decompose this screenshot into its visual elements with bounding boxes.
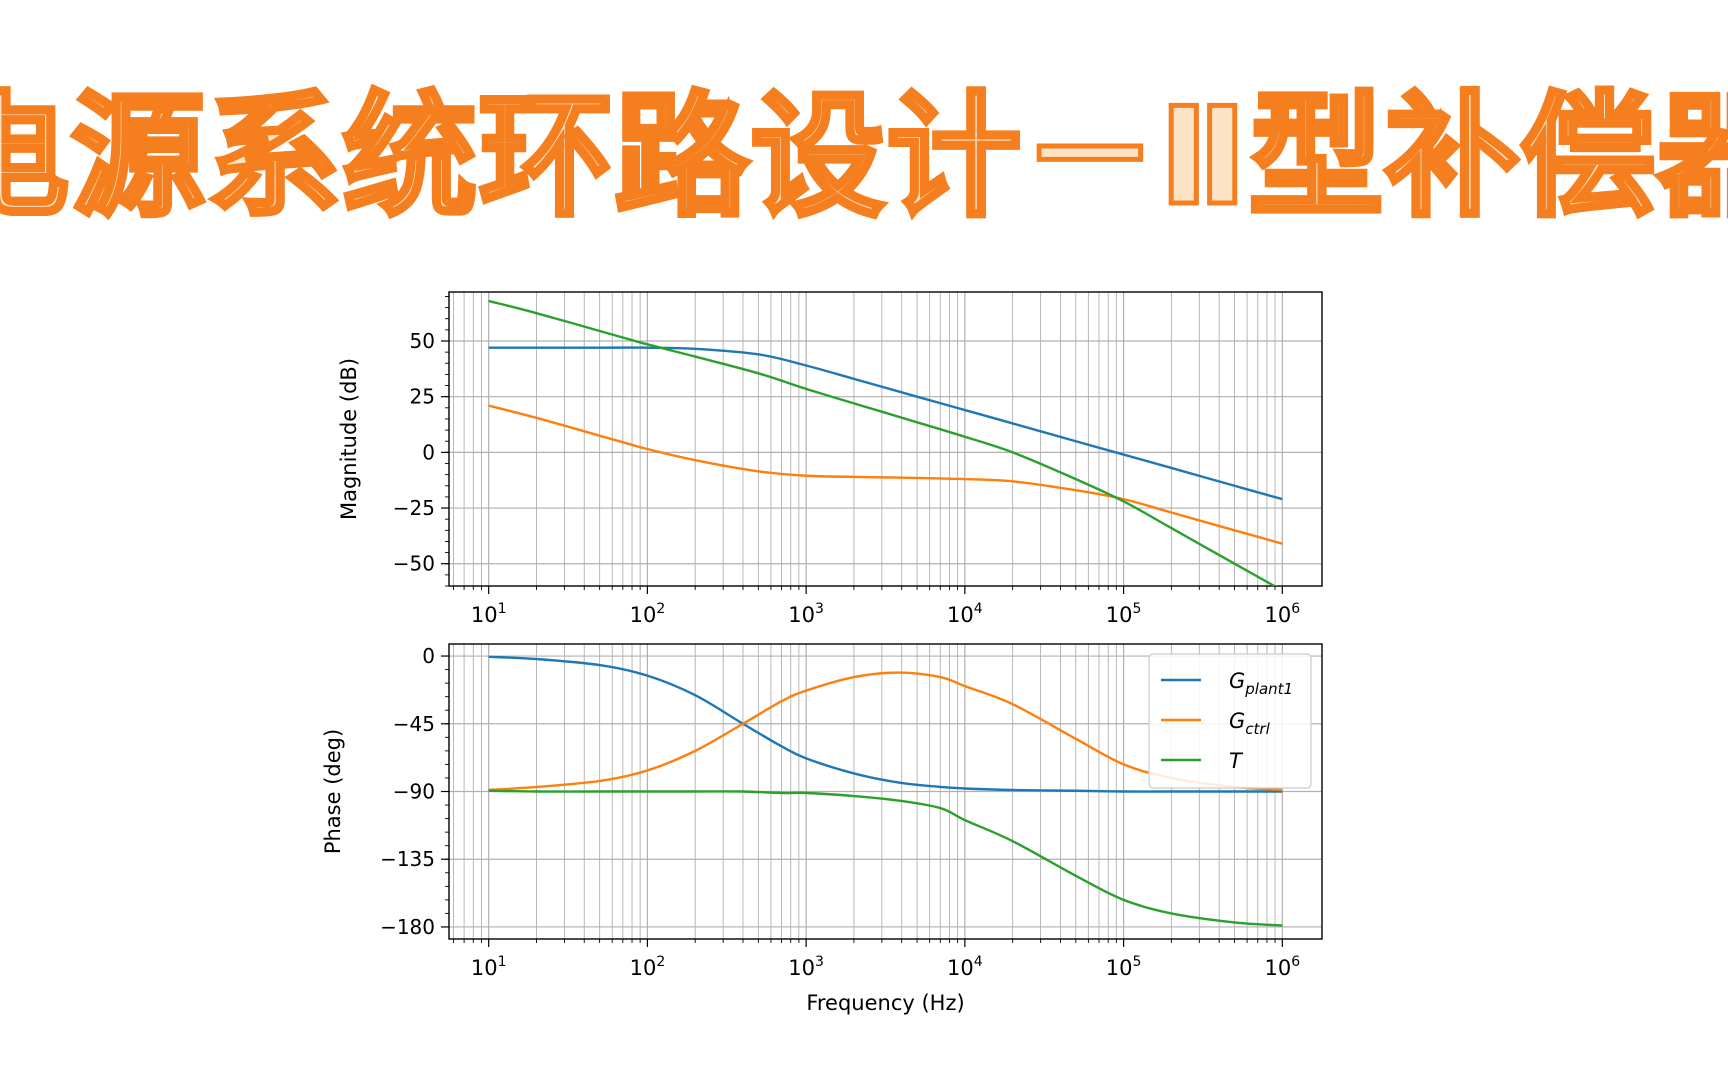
legend-label-loop: T [1229,749,1244,773]
phase-xtick-label: 104 [947,954,983,980]
magnitude-ytick-label: −50 [393,552,435,576]
magnitude-ylabel: Magnitude (dB) [337,358,361,520]
magnitude-ytick-label: 50 [410,329,435,353]
phase-ytick-label: −180 [380,915,435,939]
legend: Gplant1 Gctrl T [1148,653,1312,789]
title-banner: 电源系统环路设计－Ⅱ型补偿器 [0,60,1728,238]
magnitude-grid [449,292,1322,586]
legend-label-plant: Gplant1 [1229,669,1293,698]
phase-xtick-label: 106 [1264,954,1300,980]
phase-series-ctrl [488,671,1283,792]
magnitude-axes-frame [448,291,1323,587]
magnitude-xtick-label: 104 [947,601,983,627]
magnitude-xtick-label: 102 [630,601,666,627]
magnitude-ytick-label: −25 [393,496,435,520]
magnitude-subplot: 50 25 0 −25 −50 101 102 103 104 105 106 Magnitude (… [337,291,1323,627]
phase-series-plant [488,655,1283,793]
magnitude-ytick-label: 25 [410,385,435,409]
banner-title: 电源系统环路设计－Ⅱ型补偿器 [0,77,1728,238]
magnitude-xtick-label: 105 [1106,601,1142,627]
magnitude-xtick-label: 106 [1264,601,1300,627]
legend-box [1148,653,1312,789]
magnitude-series-plant [488,346,1283,501]
phase-ytick-label: −45 [393,712,435,736]
phase-xtick-label: 102 [630,954,666,980]
phase-series-loop [488,789,1283,927]
magnitude-series-loop [488,299,1277,586]
phase-ytick-label: 0 [422,644,435,668]
phase-ytick-label: −90 [393,780,435,804]
magnitude-series-ctrl [488,404,1283,545]
phase-xtick-label: 101 [471,954,507,980]
phase-xtick-label: 103 [788,954,824,980]
magnitude-ytick-label: 0 [422,440,435,464]
phase-ylabel: Phase (deg) [321,729,345,854]
phase-ytick-label: −135 [380,847,435,871]
phase-xtick-label: 105 [1106,954,1142,980]
magnitude-xtick-label: 101 [471,601,507,627]
legend-label-ctrl: Gctrl [1229,709,1271,738]
magnitude-xtick-label: 103 [788,601,824,627]
phase-subplot: 0 −45 −90 −135 −180 101 102 103 104 105 106 Phase (… [321,643,1323,1015]
phase-xlabel: Frequency (Hz) [806,991,964,1015]
